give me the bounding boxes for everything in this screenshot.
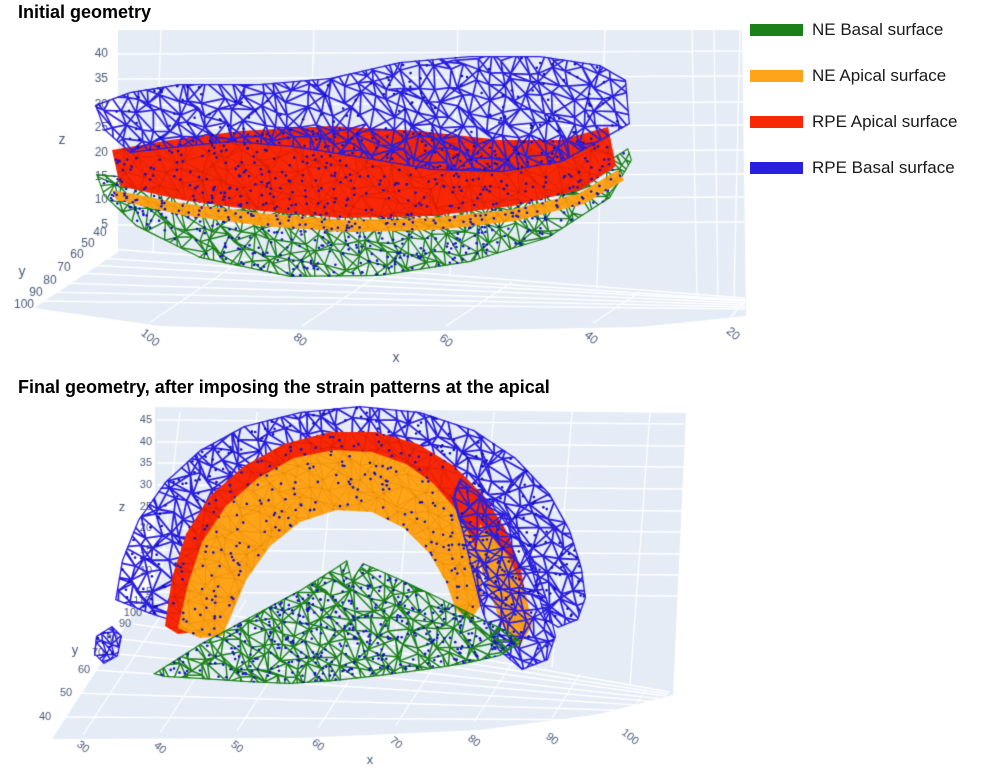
legend-swatch-ne-apical — [750, 70, 803, 82]
legend-label-ne-apical: NE Apical surface — [812, 66, 947, 85]
legend-label-rpe-basal: RPE Basal surface — [812, 158, 955, 177]
legend-swatch-rpe-apical — [750, 116, 803, 128]
legend-swatch-ne-basal — [750, 24, 803, 36]
legend-label-ne-basal: NE Basal surface — [812, 20, 944, 39]
legend: NE Basal surface NE Apical surface RPE A… — [750, 20, 958, 204]
legend-item-rpe-apical[interactable]: RPE Apical surface — [750, 112, 958, 132]
legend-label-rpe-apical: RPE Apical surface — [812, 112, 958, 131]
final-geometry-title: Final geometry, after imposing the strai… — [18, 377, 550, 397]
legend-item-ne-basal[interactable]: NE Basal surface — [750, 20, 958, 40]
final-geometry-3d-plot[interactable] — [0, 374, 1000, 772]
legend-swatch-rpe-basal — [750, 162, 803, 174]
initial-geometry-3d-plot[interactable] — [0, 0, 1000, 374]
legend-item-rpe-basal[interactable]: RPE Basal surface — [750, 158, 958, 178]
initial-geometry-title: Initial geometry — [18, 2, 152, 22]
legend-item-ne-apical[interactable]: NE Apical surface — [750, 66, 958, 86]
